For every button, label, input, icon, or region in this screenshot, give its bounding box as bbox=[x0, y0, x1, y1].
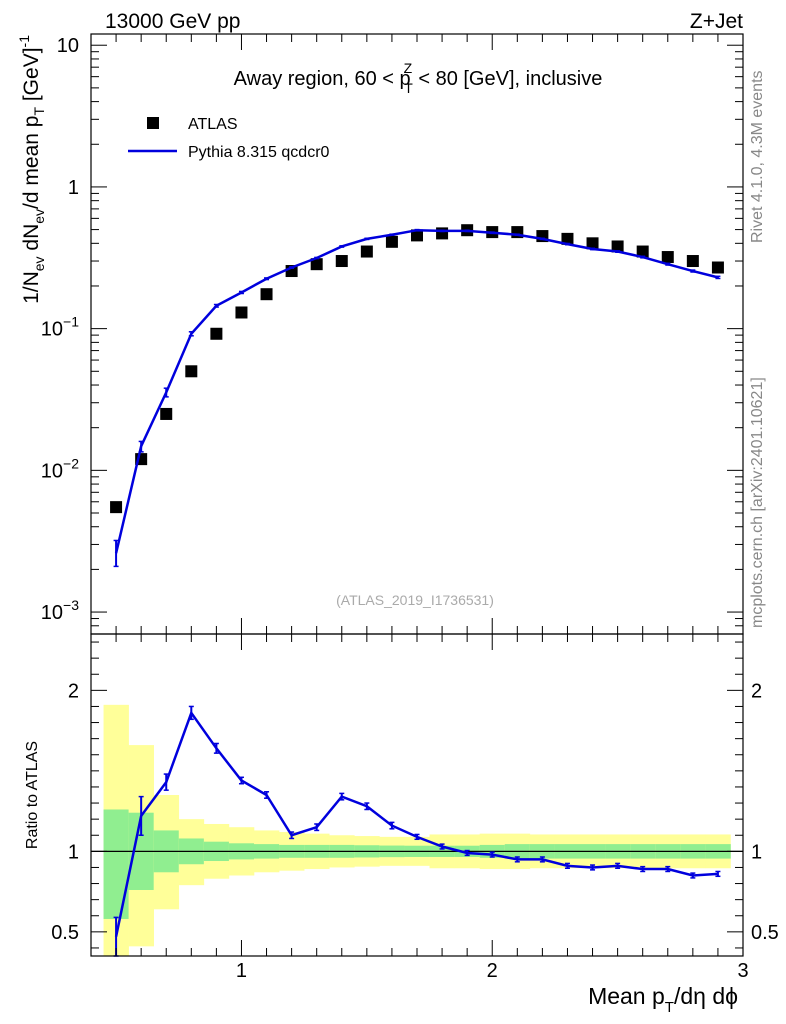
ratio-tick-labels: 0.5 0.5 1 1 2 2 1 2 3 bbox=[51, 680, 779, 982]
main-y-tick-labels: 10 1 10−1 10−2 10−3 bbox=[41, 35, 79, 624]
atlas-point-11 bbox=[385, 235, 398, 248]
legend-label-pythia: Pythia 8.315 qcdcr0 bbox=[188, 144, 330, 161]
atlas-point-13 bbox=[436, 227, 449, 240]
atlas-point-6 bbox=[260, 288, 273, 301]
atlas-point-3 bbox=[185, 365, 198, 378]
ratio-xtick-label-1: 2 bbox=[487, 960, 498, 982]
pythia-line bbox=[114, 228, 719, 554]
green-band-0 bbox=[103, 809, 129, 919]
atlas-point-22 bbox=[661, 251, 674, 264]
main-panel: 10 1 10−1 10−2 10−3 Away region, 60 < pZ T < … bbox=[16, 33, 744, 635]
main-ytick-label-3: 10−2 bbox=[41, 455, 79, 482]
atlas-point-9 bbox=[335, 255, 348, 268]
ratio-y-axis-label: Ratio to ATLAS bbox=[24, 741, 41, 849]
atlas-point-20 bbox=[611, 240, 624, 253]
atlas-point-21 bbox=[636, 245, 649, 258]
atlas-point-24 bbox=[711, 261, 724, 274]
analysis-watermark: (ATLAS_2019_I1736531) bbox=[336, 592, 494, 608]
source-label: mcplots.cern.ch [arXiv:2401.10621] bbox=[749, 377, 766, 628]
atlas-point-12 bbox=[411, 229, 423, 242]
ratio-x-axis-label: Mean pT/dη dϕ bbox=[588, 983, 738, 1016]
process-label: Z+Jet bbox=[690, 10, 743, 33]
ratio-ytick-label-right-1: 1 bbox=[751, 841, 762, 863]
main-series-layer bbox=[110, 224, 724, 568]
ratio-bands bbox=[103, 704, 731, 956]
ratio-panel: 0.5 0.5 1 1 2 2 1 2 3 Ratio to ATLAS Mean pT/dη … bbox=[24, 633, 779, 1016]
ratio-xtick-label-2: 3 bbox=[737, 960, 748, 982]
atlas-point-18 bbox=[561, 232, 574, 245]
legend-label-atlas: ATLAS bbox=[188, 116, 238, 133]
main-ytick-label-4: 10−3 bbox=[41, 597, 79, 624]
ratio-xtick-label-0: 1 bbox=[236, 960, 247, 982]
atlas-point-10 bbox=[360, 245, 373, 258]
atlas-point-23 bbox=[686, 255, 699, 268]
atlas-point-4 bbox=[210, 327, 223, 340]
legend: ATLAS Pythia 8.315 qcdcr0 bbox=[128, 116, 330, 161]
ratio-frame bbox=[90, 633, 744, 957]
main-ytick-label-2: 10−1 bbox=[41, 314, 79, 341]
ratio-ticks bbox=[90, 634, 744, 956]
atlas-point-5 bbox=[235, 306, 248, 319]
plot-title: Away region, 60 < pZ T < 80 [GeV], inclus… bbox=[234, 60, 603, 96]
collision-label: 13000 GeV pp bbox=[105, 10, 240, 33]
main-y-axis-label: 1/Nev dNev/d mean pT [GeV]-1 bbox=[16, 35, 47, 304]
atlas-point-0 bbox=[110, 501, 123, 514]
ratio-ytick-label-left-0: 0.5 bbox=[51, 922, 79, 944]
legend-marker-atlas bbox=[147, 117, 159, 129]
atlas-point-2 bbox=[160, 407, 173, 420]
ratio-ytick-label-right-0: 0.5 bbox=[751, 922, 779, 944]
main-ytick-label-1: 1 bbox=[68, 177, 79, 199]
rivet-label: Rivet 4.1.0, 4.3M events bbox=[749, 70, 766, 243]
ratio-ytick-label-left-2: 2 bbox=[68, 680, 79, 702]
atlas-point-19 bbox=[586, 237, 599, 250]
main-ticks bbox=[90, 34, 744, 635]
ratio-series-layer bbox=[113, 705, 721, 957]
atlas-point-8 bbox=[310, 258, 323, 271]
main-ytick-label-0: 10 bbox=[57, 35, 79, 57]
ratio-ytick-label-right-2: 2 bbox=[751, 680, 762, 702]
ratio-ytick-label-left-1: 1 bbox=[68, 841, 79, 863]
